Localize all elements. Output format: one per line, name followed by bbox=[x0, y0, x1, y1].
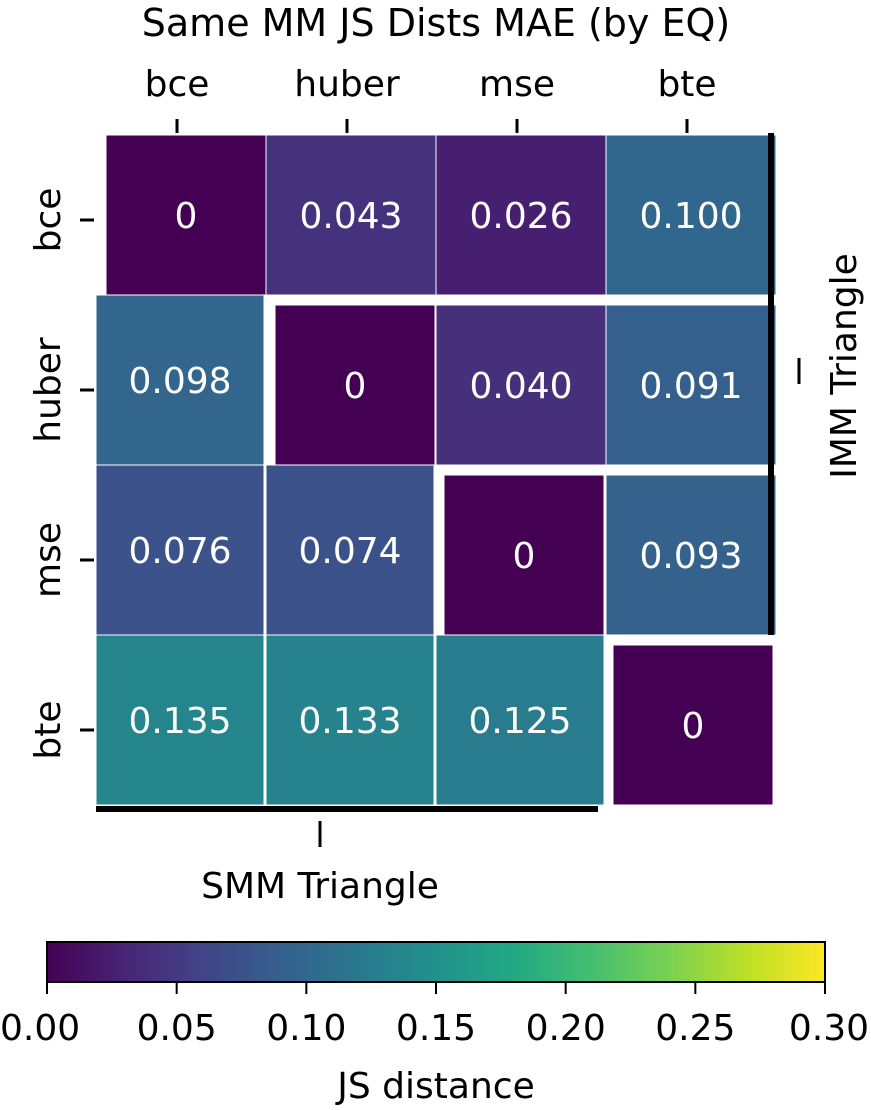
heatmap-cells: 0 0.043 0.026 0.100 0.098 0 0.040 0.091 0.076 0.0… bbox=[95, 134, 777, 806]
imm-triangle-label: IMM Triangle bbox=[824, 253, 865, 479]
y-tick-label: huber bbox=[28, 337, 69, 443]
heatmap-cell: 0.093 bbox=[605, 474, 777, 636]
cell-value-label: 0.074 bbox=[298, 531, 401, 572]
heatmap-cell: 0.026 bbox=[435, 134, 607, 296]
cell-value-label: 0.040 bbox=[469, 366, 572, 407]
y-tick-label: bte bbox=[28, 700, 69, 759]
colorbar-gradient bbox=[46, 941, 826, 983]
cell-value-label: 0 bbox=[175, 196, 198, 237]
heatmap-cell: 0.133 bbox=[265, 634, 435, 806]
y-tick-label: bce bbox=[28, 188, 69, 253]
cell-value-label: 0.043 bbox=[299, 196, 402, 237]
colorbar-label: JS distance bbox=[335, 1066, 534, 1107]
cell-value-label: 0.026 bbox=[469, 196, 572, 237]
x-tick-label: mse bbox=[479, 64, 555, 105]
cell-value-label: 0.135 bbox=[128, 701, 231, 742]
smm-triangle-bracket: SMM Triangle bbox=[96, 806, 598, 907]
x-ticks: bce huber mse bte bbox=[145, 64, 717, 133]
colorbar-tick-label: 0.30 bbox=[789, 1008, 869, 1049]
imm-triangle-bracket: IMM Triangle bbox=[768, 133, 865, 635]
colorbar: 0.00 0.05 0.10 0.15 0.20 0.25 0.30 JS distance bbox=[0, 941, 869, 1107]
y-tick-label: mse bbox=[28, 522, 69, 598]
colorbar-ticks: 0.00 0.05 0.10 0.15 0.20 0.25 0.30 bbox=[0, 982, 869, 1049]
heatmap-cell: 0.125 bbox=[435, 634, 605, 806]
heatmap-cell: 0 bbox=[274, 304, 436, 466]
chart-title: Same MM JS Dists MAE (by EQ) bbox=[142, 1, 730, 45]
cell-value-label: 0.098 bbox=[128, 361, 231, 402]
x-tick-label: huber bbox=[294, 64, 400, 105]
cell-value-label: 0.125 bbox=[468, 701, 571, 742]
cell-value-label: 0.100 bbox=[639, 196, 742, 237]
heatmap-cell: 0.040 bbox=[435, 304, 607, 466]
heatmap-cell: 0.074 bbox=[265, 464, 435, 636]
heatmap-cell: 0.091 bbox=[605, 304, 777, 466]
heatmap-cell: 0.043 bbox=[265, 134, 437, 296]
heatmap-cell: 0.076 bbox=[95, 464, 265, 636]
y-ticks: bce huber mse bte bbox=[28, 188, 94, 760]
smm-triangle-label: SMM Triangle bbox=[201, 866, 439, 907]
colorbar-tick-label: 0.05 bbox=[137, 1008, 217, 1049]
x-tick-label: bce bbox=[145, 64, 210, 105]
heatmap-cell: 0 bbox=[105, 134, 267, 296]
cell-value-label: 0.091 bbox=[639, 366, 742, 407]
heatmap-cell: 0.135 bbox=[95, 634, 265, 806]
colorbar-tick-label: 0.10 bbox=[266, 1008, 346, 1049]
cell-value-label: 0.076 bbox=[128, 531, 231, 572]
heatmap-cell: 0 bbox=[443, 474, 605, 636]
cell-value-label: 0 bbox=[513, 536, 536, 577]
x-tick-label: bte bbox=[657, 64, 716, 105]
colorbar-tick-label: 0.00 bbox=[0, 1008, 80, 1049]
colorbar-tick-label: 0.25 bbox=[655, 1008, 735, 1049]
cell-value-label: 0.133 bbox=[298, 701, 401, 742]
cell-value-label: 0 bbox=[344, 366, 367, 407]
heatmap-cell: 0.098 bbox=[95, 294, 265, 466]
colorbar-tick-label: 0.15 bbox=[396, 1008, 476, 1049]
heatmap-cell: 0.100 bbox=[605, 134, 777, 296]
cell-value-label: 0 bbox=[682, 706, 705, 747]
heatmap-cell: 0 bbox=[612, 644, 774, 806]
colorbar-tick-label: 0.20 bbox=[526, 1008, 606, 1049]
cell-value-label: 0.093 bbox=[639, 536, 742, 577]
